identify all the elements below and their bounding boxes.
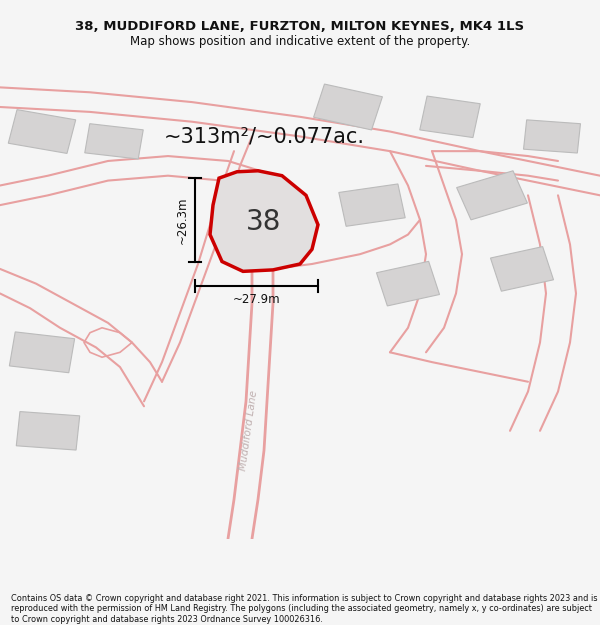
Text: 38, MUDDIFORD LANE, FURZTON, MILTON KEYNES, MK4 1LS: 38, MUDDIFORD LANE, FURZTON, MILTON KEYN… bbox=[76, 21, 524, 33]
Polygon shape bbox=[85, 124, 143, 159]
Polygon shape bbox=[524, 120, 580, 153]
Polygon shape bbox=[314, 84, 382, 130]
Polygon shape bbox=[420, 96, 480, 138]
Text: 38: 38 bbox=[247, 208, 281, 236]
Text: Muddiford Lane: Muddiford Lane bbox=[238, 390, 260, 472]
Polygon shape bbox=[339, 184, 405, 226]
Polygon shape bbox=[457, 171, 527, 220]
Text: ~26.3m: ~26.3m bbox=[175, 196, 188, 244]
Text: ~27.9m: ~27.9m bbox=[233, 293, 280, 306]
Polygon shape bbox=[8, 109, 76, 153]
Polygon shape bbox=[210, 171, 318, 271]
Polygon shape bbox=[16, 412, 80, 450]
Text: Map shows position and indicative extent of the property.: Map shows position and indicative extent… bbox=[130, 35, 470, 48]
Text: ~313m²/~0.077ac.: ~313m²/~0.077ac. bbox=[163, 126, 365, 146]
Polygon shape bbox=[10, 332, 74, 372]
Polygon shape bbox=[376, 261, 440, 306]
Text: Contains OS data © Crown copyright and database right 2021. This information is : Contains OS data © Crown copyright and d… bbox=[11, 594, 597, 624]
Polygon shape bbox=[490, 247, 554, 291]
